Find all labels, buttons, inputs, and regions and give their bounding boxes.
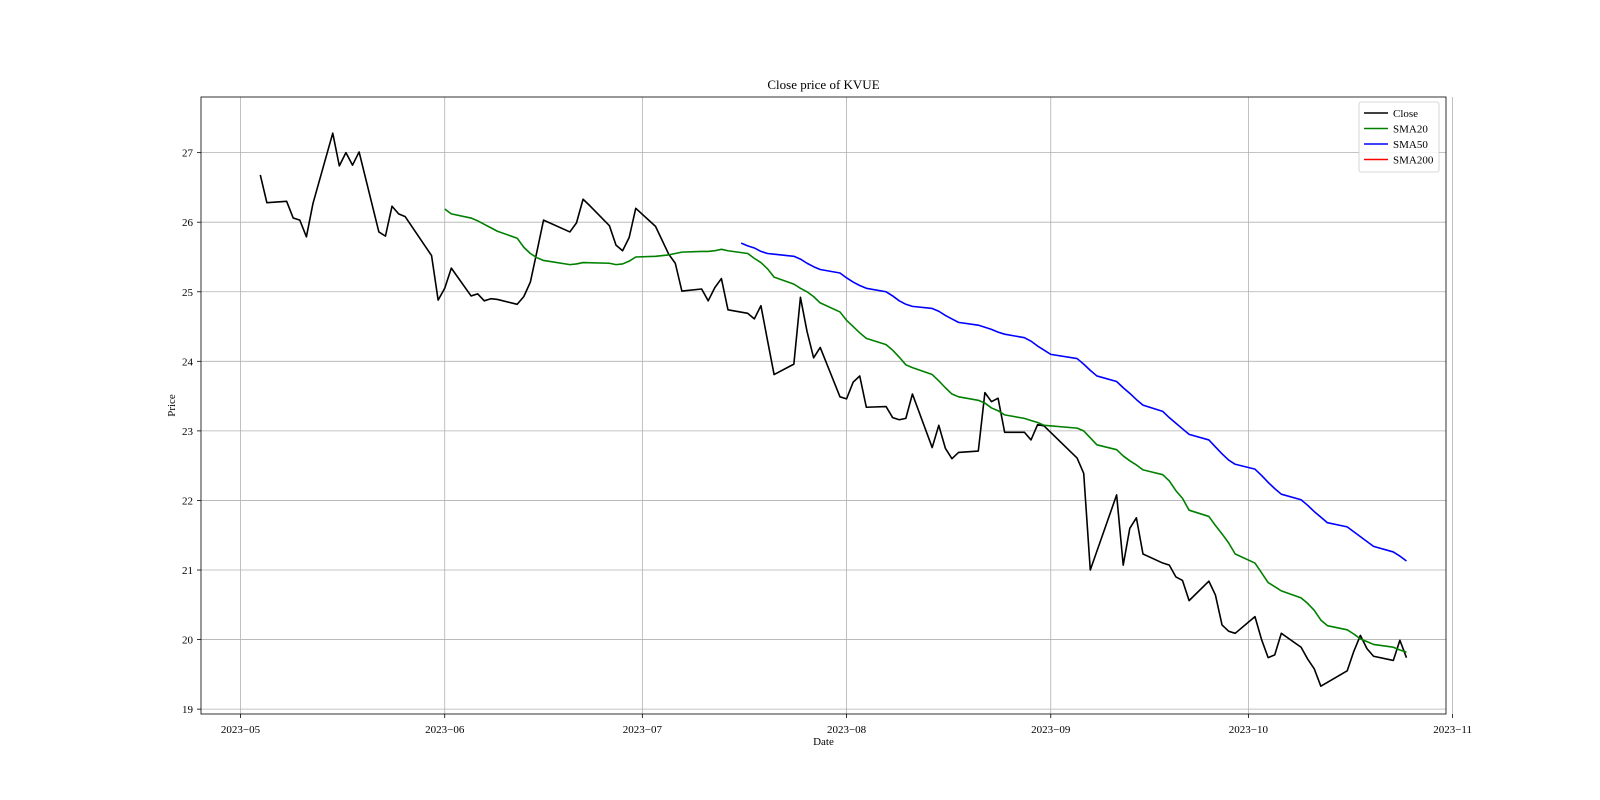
- y-tick-label: 21: [182, 565, 193, 577]
- x-tick-label: 2023−10: [1229, 724, 1269, 736]
- y-tick-label: 22: [182, 495, 193, 507]
- series-line-close: [259, 132, 1408, 687]
- x-tick-label: 2023−06: [425, 724, 465, 736]
- series-line-sma20: [444, 208, 1407, 653]
- chart-title: Close price of KVUE: [767, 77, 879, 92]
- series-line-sma50: [740, 242, 1407, 562]
- x-tick-label: 2023−07: [623, 724, 663, 736]
- legend: Close SMA20 SMA50 SMA200: [1358, 101, 1440, 173]
- legend-label-close: Close: [1393, 108, 1418, 120]
- x-tick-label: 2023−09: [1031, 724, 1071, 736]
- y-tick-label: 23: [182, 426, 194, 438]
- x-axis-label: Date: [813, 736, 834, 748]
- legend-label-sma50: SMA50: [1393, 139, 1428, 151]
- series-lines: [259, 132, 1408, 687]
- plot-frame: [200, 96, 1447, 715]
- legend-label-sma20: SMA20: [1393, 124, 1428, 136]
- y-tick-label: 25: [182, 287, 194, 299]
- grid: [201, 97, 1453, 714]
- x-tick-label: 2023−11: [1433, 724, 1472, 736]
- y-tick-label: 24: [182, 356, 194, 368]
- y-tick-label: 20: [182, 635, 194, 647]
- y-tick-label: 19: [182, 704, 194, 716]
- legend-label-sma200: SMA200: [1393, 155, 1434, 167]
- y-axis-ticks: 19 20 21 22 23 24 25 26 27: [182, 148, 201, 716]
- y-tick-label: 26: [182, 217, 194, 229]
- x-axis-ticks: 2023−05 2023−06 2023−07 2023−08 2023−09 2023−…: [221, 714, 1472, 736]
- x-tick-label: 2023−05: [221, 724, 261, 736]
- x-tick-label: 2023−08: [827, 724, 867, 736]
- y-axis-label: Price: [166, 394, 178, 417]
- y-tick-label: 27: [182, 148, 194, 160]
- legend-box: [1358, 101, 1440, 173]
